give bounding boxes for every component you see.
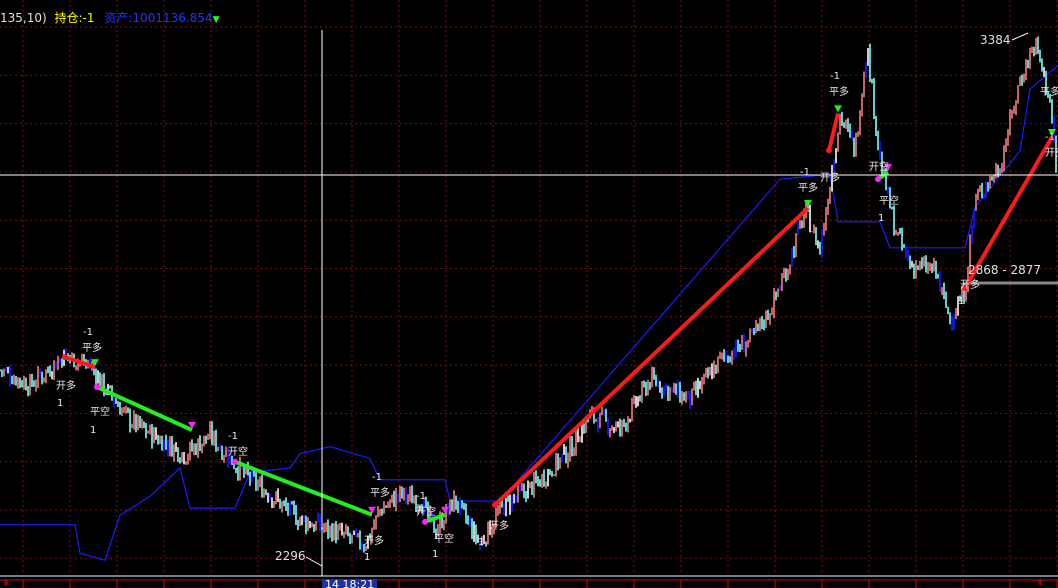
high-pointer	[1011, 32, 1029, 41]
signal-label: 平空	[879, 196, 899, 207]
exit-marker-icon	[368, 506, 376, 514]
indicator-line	[0, 65, 1058, 561]
signal-label: 1	[478, 537, 485, 548]
signal-label: 1	[364, 552, 371, 563]
signal-label: 平多	[82, 343, 102, 354]
entry-marker-icon	[94, 383, 100, 390]
signal-label: 平多	[829, 87, 849, 98]
scroll-left-icon: ⇞	[2, 578, 10, 588]
entry-marker-icon	[492, 501, 498, 508]
signal-label: 平多	[370, 488, 390, 499]
signal-label: 1	[57, 398, 64, 409]
signal-label: 1	[958, 296, 965, 307]
signal-label: 开多	[960, 280, 980, 291]
exit-marker-icon	[884, 164, 892, 172]
signal-label: 1	[878, 213, 885, 224]
short-trade-line	[96, 385, 193, 432]
signal-label: -1	[416, 491, 426, 502]
position-text: 持仓:-1	[54, 11, 95, 25]
signal-label: 平多	[798, 183, 818, 194]
exit-marker-icon	[804, 200, 812, 208]
long-trade-line	[963, 136, 1054, 290]
short-trade-line	[424, 512, 446, 524]
exit-marker-icon	[834, 105, 842, 113]
signal-label: 开多	[820, 173, 840, 184]
signal-label: -1	[372, 472, 382, 483]
low-pointer	[305, 556, 323, 567]
high-price-label: 3384	[980, 33, 1011, 47]
exit-marker-icon	[188, 422, 196, 430]
entry-marker-icon	[962, 285, 968, 292]
signal-label: 开多	[56, 381, 76, 392]
signal-label: -1	[228, 431, 238, 442]
scroll-right-icon: ⇞	[1036, 578, 1044, 588]
signal-label: -1	[800, 167, 810, 178]
signal-label: 开空	[416, 507, 436, 518]
signal-label: 1	[432, 549, 439, 560]
exit-marker-icon	[1048, 129, 1056, 137]
signal-label: 开空	[1045, 148, 1058, 159]
long-trade-line	[64, 355, 96, 369]
entry-marker-icon	[62, 354, 68, 361]
signal-label: 开多	[364, 536, 384, 547]
signal-label: -1	[1045, 132, 1055, 143]
entry-marker-icon	[875, 176, 881, 183]
low-price-label: 2296	[275, 549, 306, 563]
signal-label: 开空	[869, 162, 889, 173]
signal-label: 平多	[1040, 87, 1058, 98]
down-arrow-icon: ▼	[212, 15, 220, 25]
signal-label: -1	[830, 71, 840, 82]
long-trade-line	[493, 206, 810, 507]
signal-label: 平空	[434, 534, 454, 545]
chart-header: 135,10) 持仓:-1 资产:1001136.854▼	[0, 9, 219, 26]
params-text: 135,10)	[0, 11, 47, 25]
signal-label: 1	[90, 425, 97, 436]
signal-label: 平空	[90, 407, 110, 418]
entry-marker-icon	[826, 147, 832, 154]
signal-label: 开空	[228, 447, 248, 458]
exit-marker-icon	[441, 506, 449, 514]
exit-marker-icon	[91, 359, 99, 367]
short-trade-line	[234, 459, 373, 517]
crosshair-time-label: 14 18:21	[322, 579, 378, 588]
entry-marker-icon	[422, 518, 428, 525]
asset-text: 资产:1001136.854	[104, 11, 213, 25]
signal-label: 开多	[489, 521, 509, 532]
entry-marker-icon	[232, 458, 238, 465]
range-price-label: 2868 - 2877	[968, 263, 1042, 277]
long-trade-line	[827, 112, 840, 151]
signal-label: -1	[83, 327, 93, 338]
